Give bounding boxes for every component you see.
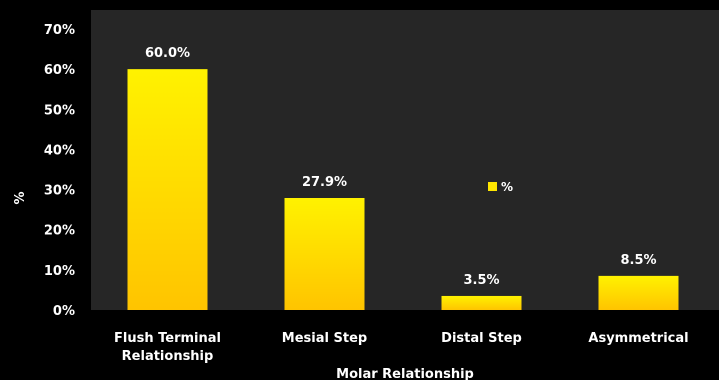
y-tick-label: 10%: [44, 264, 75, 279]
data-label: 8.5%: [620, 253, 656, 268]
y-axis-title: %: [13, 191, 28, 204]
legend-swatch: [488, 182, 497, 191]
data-label: 27.9%: [302, 175, 347, 190]
x-axis-title: Molar Relationship: [336, 367, 474, 380]
bars-group: [127, 69, 679, 311]
legend: %: [488, 180, 513, 194]
y-tick-label: 30%: [44, 184, 75, 199]
y-tick-label: 40%: [44, 143, 75, 158]
y-tick-label: 70%: [44, 23, 75, 38]
y-tick-label: 0%: [53, 304, 75, 319]
y-tick-label: 60%: [44, 63, 75, 78]
y-tick-label: 50%: [44, 103, 75, 118]
y-tick-label: 20%: [44, 224, 75, 239]
data-label: 3.5%: [463, 273, 499, 288]
bar: [127, 69, 208, 311]
bar: [598, 275, 679, 310]
x-category-label: Relationship: [122, 349, 214, 364]
x-category-label: Asymmetrical: [588, 331, 688, 346]
legend-label: %: [501, 180, 513, 194]
x-category-label: Mesial Step: [282, 331, 367, 346]
data-label: 60.0%: [145, 46, 190, 61]
y-axis-ticks: 0% 10% 20% 30% 40% 50% 60% 70%: [44, 23, 75, 319]
x-category-label: Flush Terminal: [114, 331, 221, 346]
data-labels-group: 60.0% 27.9% 3.5% 8.5%: [145, 46, 657, 288]
bar: [284, 198, 365, 310]
x-axis-category-labels: Flush Terminal Relationship Mesial Step Dis…: [114, 331, 689, 364]
x-category-label: Distal Step: [441, 331, 522, 346]
bar: [441, 295, 522, 310]
